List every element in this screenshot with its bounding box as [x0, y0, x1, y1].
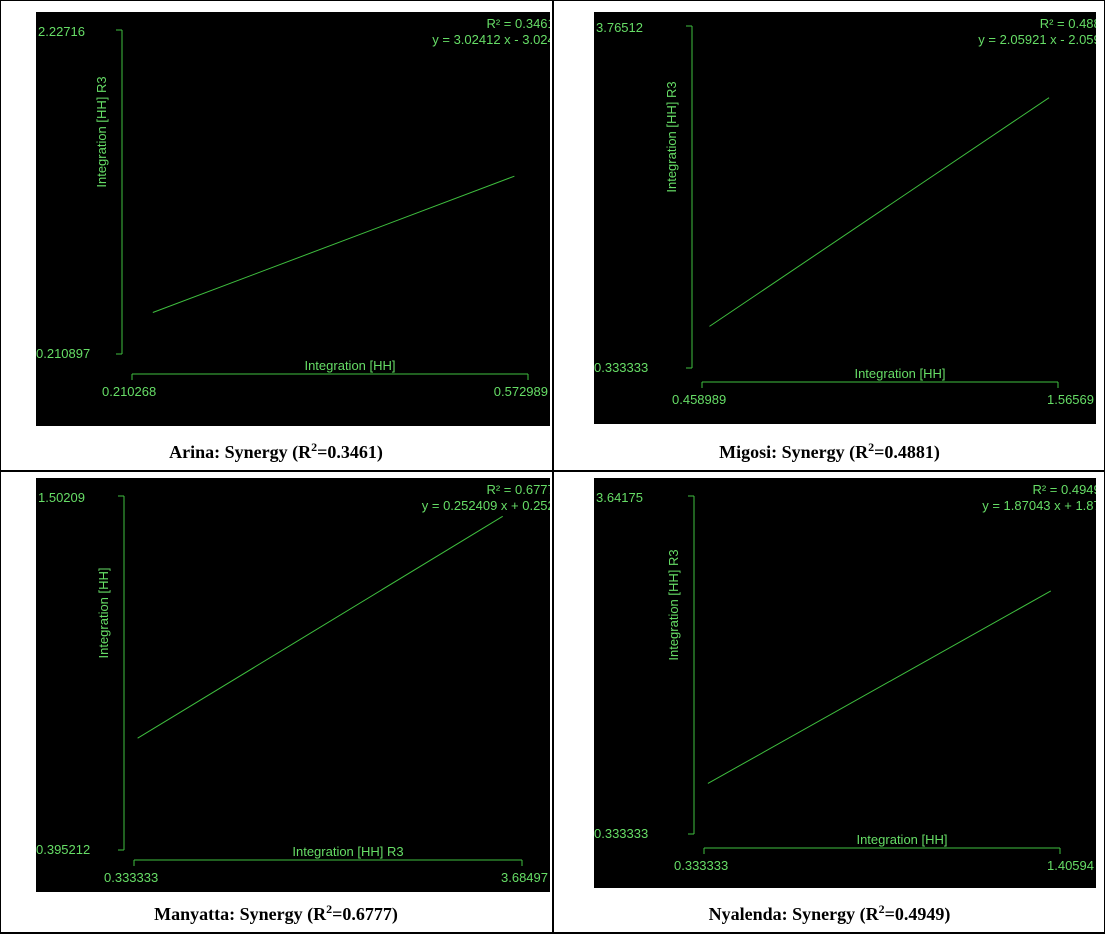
y-tick-label-max: 3.76512 [596, 20, 643, 35]
y-axis-label: Integration [HH] R3 [94, 76, 109, 187]
caption-superscript: 2 [868, 440, 875, 454]
x-tick-label-min: 0.333333 [674, 858, 728, 873]
r-squared-text: R² = 0.34610 [486, 16, 550, 31]
r-squared-text: R² = 0.4881 [1040, 16, 1096, 31]
regression-equation-text: y = 1.87043 x + 1.870 [982, 498, 1096, 513]
y-tick-label-min: 0.395212 [36, 842, 90, 857]
x-tick-label-min: 0.333333 [104, 870, 158, 885]
x-tick-label-max: 0.572989 [494, 384, 548, 399]
caption-text: Manyatta: Synergy (R [154, 904, 327, 924]
y-tick-label-min: 0.210897 [36, 346, 90, 361]
table-border-bottom [0, 932, 1105, 934]
caption-text: Migosi: Synergy (R [719, 442, 869, 462]
x-tick-label-max: 3.68497 [501, 870, 548, 885]
regression-equation-text: y = 2.05921 x - 2.0592 [978, 32, 1096, 47]
regression-line [709, 97, 1050, 327]
scatter-plot-manyatta: 1.50209 0.395212 0.333333 3.68497 Integratio… [36, 478, 550, 892]
scatter-plot-migosi: 3.76512 0.333333 0.458989 1.56569 Integratio… [594, 12, 1096, 424]
regression-line [137, 515, 503, 739]
table-divider-vertical [552, 0, 554, 934]
regression-equation-text: y = 3.02412 x - 3.0241 [432, 32, 550, 47]
r-squared-text: R² = 0.67772 [486, 482, 550, 497]
caption-text: =0.4881) [874, 442, 940, 462]
x-tick-label-max: 1.40594 [1047, 858, 1094, 873]
x-axis-label: Integration [HH] [854, 366, 945, 381]
y-axis-label: Integration [HH] R3 [664, 81, 679, 192]
x-axis-label: Integration [HH] [304, 358, 395, 373]
x-tick-label-min: 0.458989 [672, 392, 726, 407]
regression-line [707, 590, 1052, 784]
regression-equation-text: y = 0.252409 x + 0.2524 [422, 498, 550, 513]
caption-migosi: Migosi: Synergy (R2=0.4881) [554, 440, 1105, 463]
caption-superscript: 2 [311, 440, 318, 454]
caption-superscript: 2 [878, 902, 885, 916]
x-tick-label-min: 0.210268 [102, 384, 156, 399]
x-axis-label: Integration [HH] R3 [292, 844, 403, 859]
caption-manyatta: Manyatta: Synergy (R2=0.6777) [0, 902, 552, 925]
r-squared-text: R² = 0.49495 [1032, 482, 1096, 497]
y-tick-label-max: 3.64175 [596, 490, 643, 505]
caption-superscript: 2 [326, 902, 333, 916]
caption-text: =0.6777) [332, 904, 398, 924]
caption-arina: Arina: Synergy (R2=0.3461) [0, 440, 552, 463]
regression-line [152, 175, 515, 313]
scatter-plot-arina: 2.22716 0.210897 0.210268 0.572989 Integrati… [36, 12, 550, 426]
x-tick-label-max: 1.56569 [1047, 392, 1094, 407]
caption-text: =0.3461) [317, 442, 383, 462]
table-border-left [0, 0, 1, 934]
y-tick-label-max: 2.22716 [38, 24, 85, 39]
x-axis-label: Integration [HH] [856, 832, 947, 847]
y-tick-label-min: 0.333333 [594, 826, 648, 841]
scatter-plot-nyalenda: 3.64175 0.333333 0.333333 1.40594 Integratio… [594, 478, 1096, 888]
caption-nyalenda: Nyalenda: Synergy (R2=0.4949) [554, 902, 1105, 925]
caption-text: =0.4949) [884, 904, 951, 924]
y-tick-label-min: 0.333333 [594, 360, 648, 375]
y-tick-label-max: 1.50209 [38, 490, 85, 505]
y-axis-label: Integration [HH] [96, 567, 111, 658]
caption-text: Arina: Synergy (R [169, 442, 312, 462]
caption-text: Nyalenda: Synergy (R [708, 904, 879, 924]
y-axis-label: Integration [HH] R3 [666, 549, 681, 660]
table-divider-horizontal [0, 470, 1105, 472]
